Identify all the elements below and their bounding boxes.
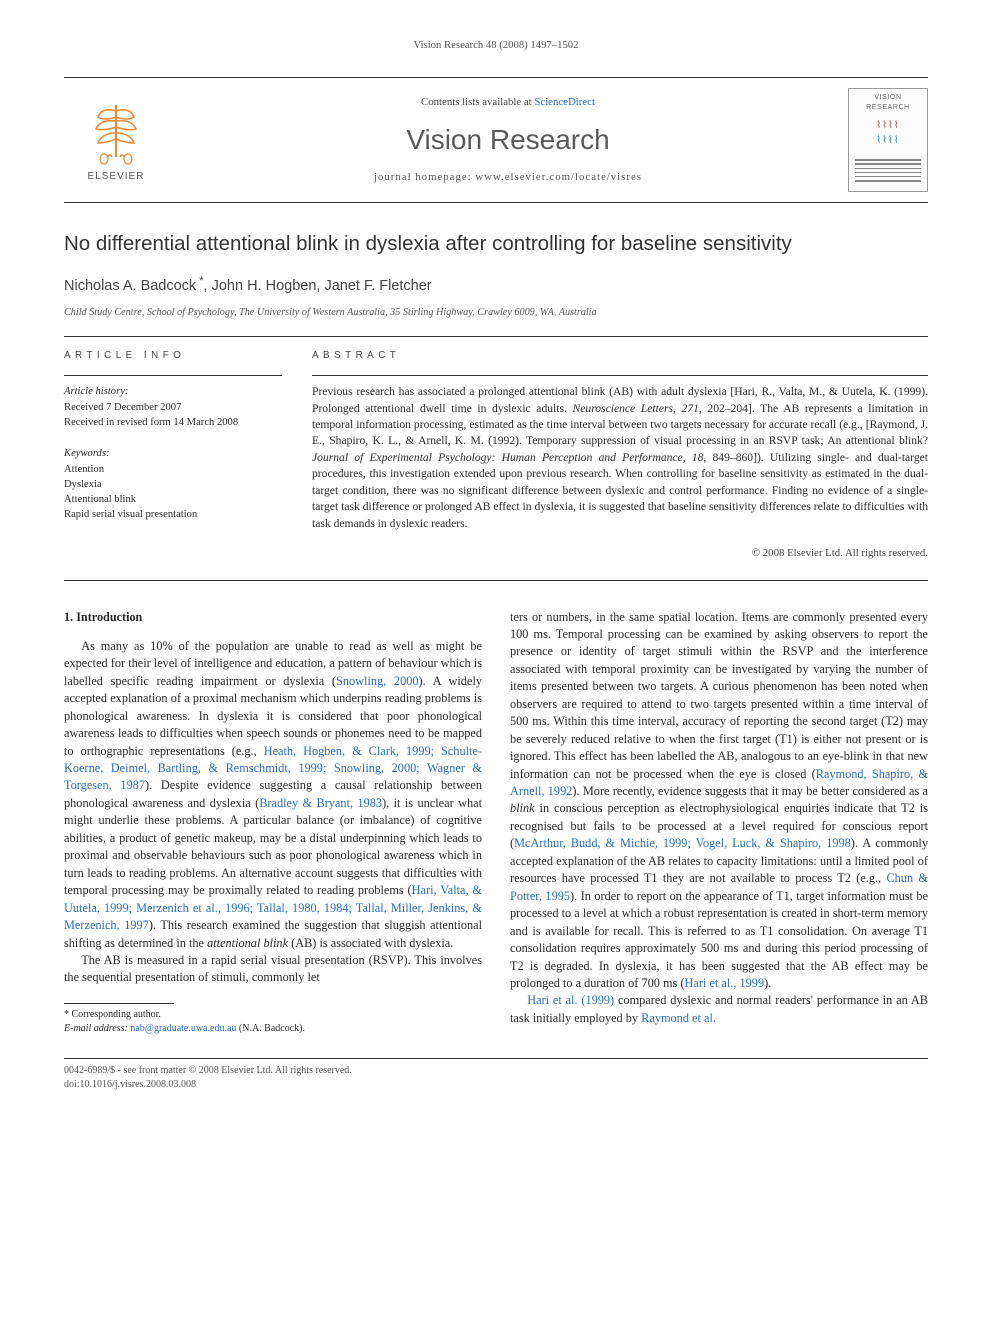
journal-cover-thumb: VISION RESEARCH ⌇⌇⌇⌇ ⌇⌇⌇⌇ [848,88,928,192]
citation-link[interactable]: Hari et al., 1999 [685,976,765,990]
homepage-prefix: journal homepage: [374,171,475,183]
email-label: E-mail address: [64,1023,130,1034]
intro-p1: As many as 10% of the population are una… [64,638,482,952]
keyword: Rapid serial visual presentation [64,507,282,522]
cover-text-lines [853,156,923,184]
citation-link[interactable]: McArthur, Budd, & Michie, 1999; Vogel, L… [514,836,851,850]
article-info-head: ARTICLE INFO [64,349,282,363]
cover-title: VISION RESEARCH [853,93,923,113]
short-rule [64,375,282,376]
contents-prefix: Contents lists available at [421,96,534,108]
body-text: ). In order to report on the appearance … [510,889,928,990]
abstract-column: ABSTRACT Previous research has associate… [312,349,928,561]
keyword: Attention [64,462,282,477]
keywords-head: Keywords: [64,446,282,461]
homepage-line: journal homepage: www.elsevier.com/locat… [178,170,838,185]
intro-p3: Hari et al. (1999) compared dyslexic and… [510,992,928,1027]
keyword: Dyslexia [64,477,282,492]
bottom-line: 0042-6989/$ - see front matter © 2008 El… [64,1064,928,1092]
received-date: Received 7 December 2007 [64,400,282,415]
footnotes: * Corresponding author. E-mail address: … [64,1008,482,1036]
body-text: The AB is measured in a rapid serial vis… [64,953,482,984]
rule [64,580,928,581]
article-info-column: ARTICLE INFO Article history: Received 7… [64,349,282,561]
revised-date: Received in revised form 14 March 2008 [64,415,282,430]
body-text: ), it is unclear what might underlie the… [64,796,482,897]
intro-head: 1. Introduction [64,609,482,626]
intro-p2b: ters or numbers, in the same spatial loc… [510,609,928,993]
homepage-url[interactable]: www.elsevier.com/locate/visres [475,171,642,183]
intro-p2a: The AB is measured in a rapid serial vis… [64,952,482,987]
citation-link[interactable]: Bradley & Bryant, 1983 [259,796,382,810]
author-3: Janet F. Fletcher [324,278,431,294]
article-title: No differential attentional blink in dys… [64,229,928,258]
contents-line: Contents lists available at ScienceDirec… [178,95,838,110]
running-head: Vision Research 48 (2008) 1497–1502 [64,38,928,53]
email-link[interactable]: nab@graduate.uwa.edu.au [130,1023,236,1034]
corr-marker-icon: * [196,275,203,287]
italic-term: blink [510,801,535,815]
rule [64,336,928,337]
body-text: (AB) is associated with dyslexia. [288,936,453,950]
journal-title: Vision Research [178,120,838,160]
body-text: ). More recently, evidence suggests that… [572,784,928,798]
email-suffix: (N.A. Badcock). [236,1023,305,1034]
cover-decor-icon: ⌇⌇⌇⌇ [853,119,923,133]
email-line: E-mail address: nab@graduate.uwa.edu.au … [64,1022,482,1036]
body-text: ters or numbers, in the same spatial loc… [510,610,928,781]
corr-author-note: * Corresponding author. [64,1008,482,1022]
abs-cite-italic: Neuroscience Letters, 271 [573,402,699,415]
citation-link[interactable]: Raymond et al. [641,1011,716,1025]
affiliation: Child Study Centre, School of Psychology… [64,306,928,320]
author-1: Nicholas A. Badcock [64,278,196,294]
elsevier-logo: ELSEVIER [64,97,168,184]
journal-banner: ELSEVIER Contents lists available at Sci… [64,77,928,203]
citation-link[interactable]: Hari et al. (1999) [527,993,614,1007]
authors: Nicholas A. Badcock *, John H. Hogben, J… [64,274,928,296]
sciencedirect-link[interactable]: ScienceDirect [534,96,595,108]
doi-line: doi:10.1016/j.visres.2008.03.008 [64,1078,352,1092]
italic-term: attentional blink [207,936,288,950]
copyright: © 2008 Elsevier Ltd. All rights reserved… [312,546,928,561]
publisher-name: ELSEVIER [88,170,145,184]
abs-cite-italic: Journal of Experimental Psychology: Huma… [312,451,703,464]
short-rule [312,375,928,376]
cover-decor-icon: ⌇⌇⌇⌇ [853,134,923,148]
author-2: John H. Hogben [212,278,317,294]
citation-link[interactable]: Snowling, 2000 [336,674,418,688]
keyword: Attentional blink [64,492,282,507]
body-columns: 1. Introduction As many as 10% of the po… [64,609,928,1037]
abstract-head: ABSTRACT [312,349,928,363]
elsevier-tree-icon [88,97,144,167]
issn-line: 0042-6989/$ - see front matter © 2008 El… [64,1064,352,1078]
abstract-text: Previous research has associated a prolo… [312,384,928,532]
footnote-rule [64,1003,174,1004]
body-text: ). [764,976,771,990]
bottom-rule [64,1058,928,1059]
history-head: Article history: [64,384,282,399]
